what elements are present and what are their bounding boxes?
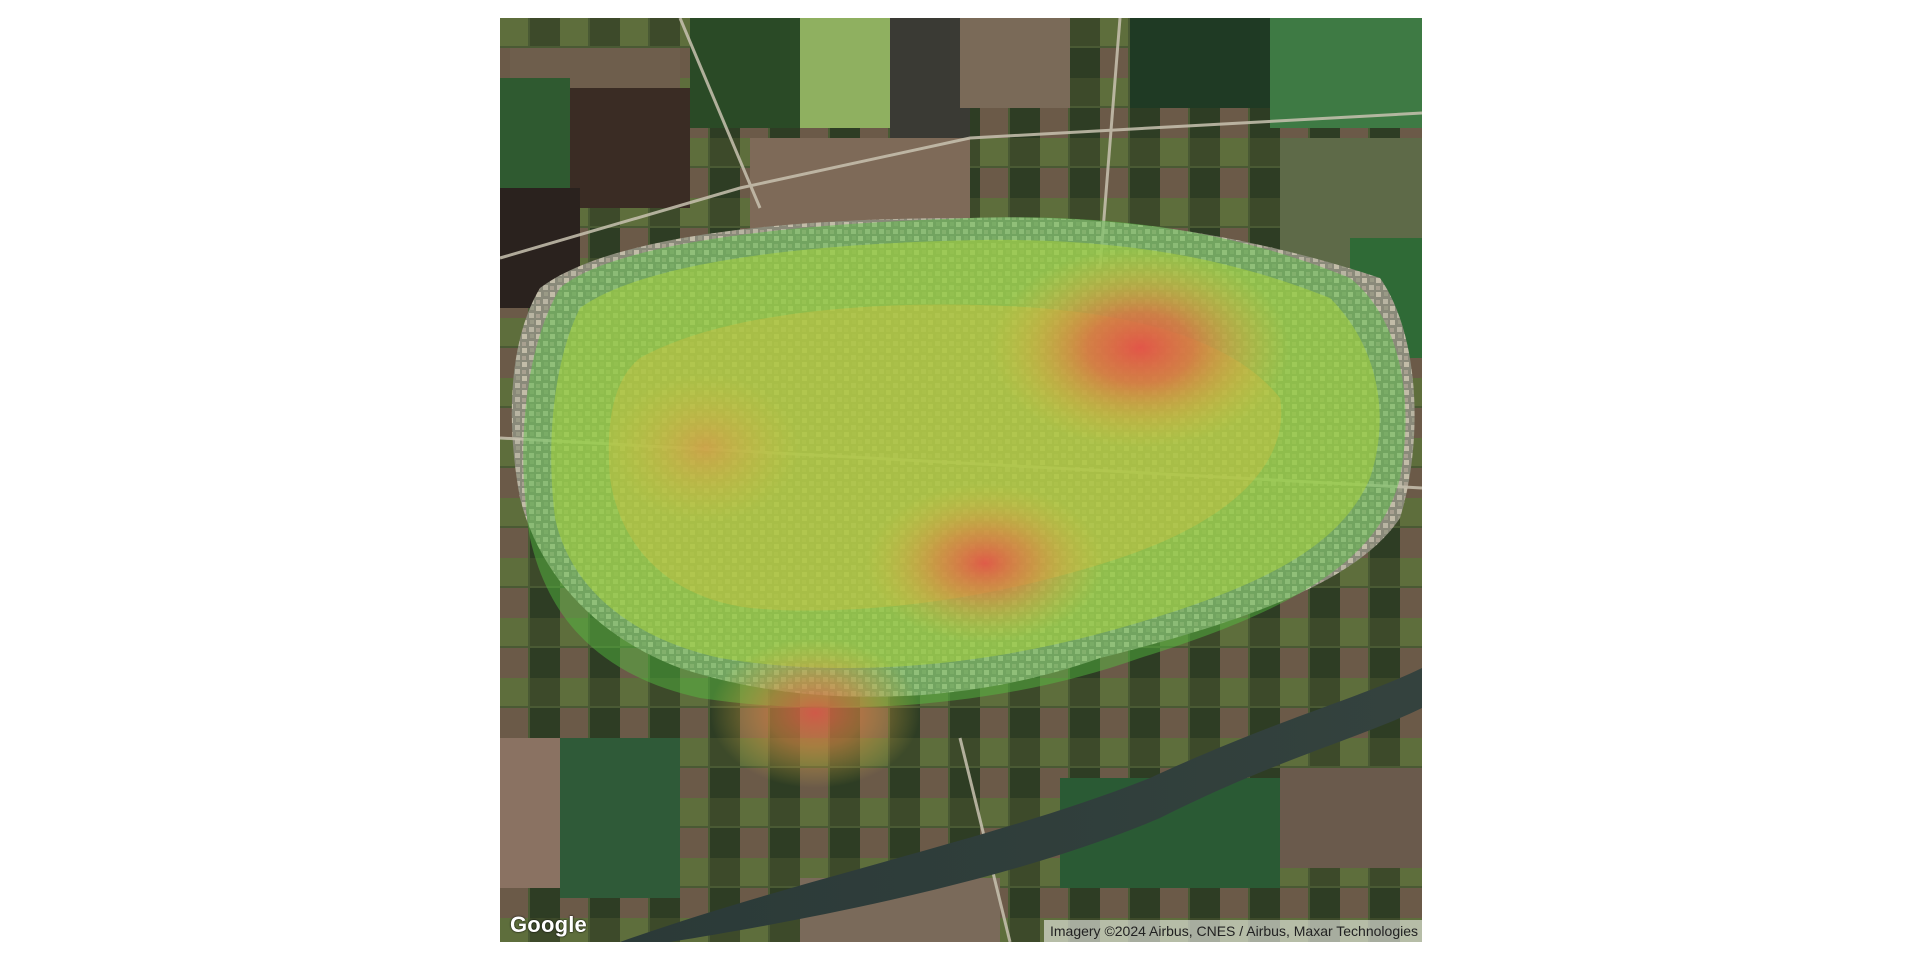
map-view[interactable]: Google Imagery ©2024 Airbus, CNES / Airb… <box>500 18 1422 942</box>
heatmap-layer <box>523 217 1406 788</box>
heatmap-hotspot-west <box>610 373 800 523</box>
heatmap-hotspot-south-west <box>710 638 920 788</box>
google-logo: Google <box>510 912 587 937</box>
imagery-attribution: Imagery ©2024 Airbus, CNES / Airbus, Max… <box>1043 920 1422 942</box>
heatmap-hotspot-center <box>865 483 1105 643</box>
heatmap-hotspot-north-east <box>990 248 1290 448</box>
satellite-imagery <box>500 18 1422 942</box>
